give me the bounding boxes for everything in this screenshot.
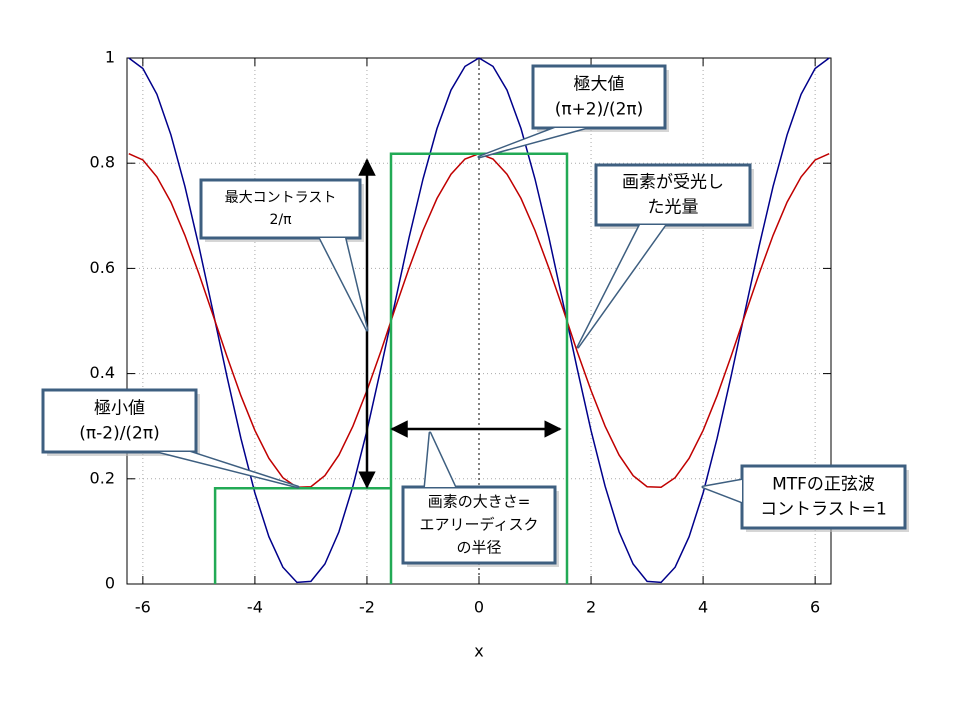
callout-text: エアリーディスク [420, 516, 539, 534]
callout-box [531, 64, 667, 130]
callout-box [594, 163, 752, 227]
x-tick-label: -2 [359, 598, 375, 617]
x-tick-label: 6 [810, 598, 820, 617]
callout-text: 画素が受光し [622, 173, 724, 193]
plot [128, 57, 830, 584]
callout-box [199, 178, 362, 240]
callout-box [401, 485, 557, 565]
y-tick-label: 0.8 [90, 153, 115, 172]
x-tick-label: 4 [698, 598, 708, 617]
callout-text: 最大コントラスト [225, 190, 337, 206]
callout-text: MTFの正弦波 [772, 475, 875, 495]
callout-text: 極小値 [94, 399, 145, 419]
x-tick-label: 2 [586, 598, 596, 617]
callout-text: (π+2)/(2π) [555, 100, 644, 120]
series-line [128, 57, 830, 584]
callout-text: 極大値 [574, 75, 625, 95]
callout-joint [425, 433, 455, 487]
callout-text: 画素の大きさ= [428, 493, 531, 511]
y-tick-label: 0.4 [90, 363, 115, 382]
x-tick-label: -6 [135, 598, 151, 617]
y-tick-label: 0.6 [90, 258, 115, 277]
y-tick-label: 0 [105, 574, 115, 593]
x-axis-label: x [474, 642, 483, 661]
callout-text: コントラスト=1 [760, 500, 887, 520]
callout-joint [320, 238, 367, 330]
callout-joint [578, 225, 665, 347]
callout-box [41, 388, 198, 454]
callout-joint [479, 128, 585, 157]
callout-joint [703, 480, 742, 502]
callout-joint [160, 452, 298, 487]
x-tick-label: -4 [247, 598, 263, 617]
callout-text: た光量 [648, 198, 699, 218]
y-tick-label: 1 [105, 48, 115, 67]
y-tick-label: 0.2 [90, 468, 115, 487]
x-tick-label: 0 [474, 598, 484, 617]
callout-text: の半径 [456, 539, 501, 557]
callout-text: 2/π [269, 212, 292, 228]
callout-text: (π-2)/(2π) [79, 424, 160, 444]
series-line [213, 152, 569, 584]
